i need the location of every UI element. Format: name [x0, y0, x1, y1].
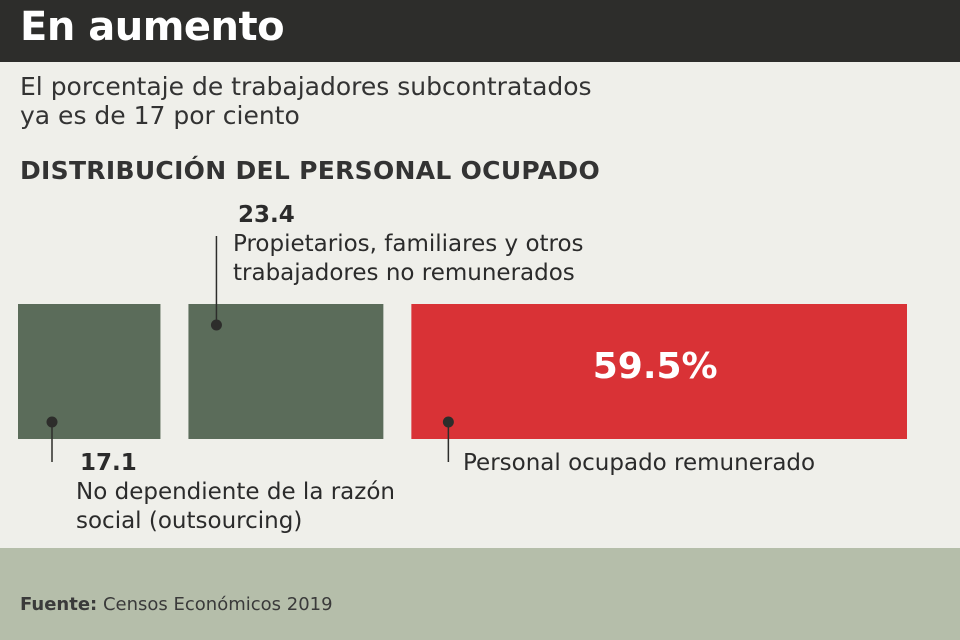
- source-note: Fuente: Censos Económicos 2019: [20, 594, 333, 615]
- bar-3: [411, 304, 907, 439]
- category-label-3-line-1: Personal ocupado remunerado: [463, 450, 815, 476]
- distribution-chart: 17.1 No dependiente de la razón social (ou…: [18, 202, 907, 534]
- category-label-2-line-2: trabajadores no remunerados: [233, 260, 575, 286]
- footer: [0, 548, 960, 640]
- leader-dot-3: [442, 416, 454, 428]
- leader-dot-2: [210, 319, 222, 331]
- value-label-2: 23.4: [238, 202, 295, 228]
- subtitle-line-1: El porcentaje de trabajadores subcontrat…: [20, 72, 592, 101]
- chart-title: En aumento: [20, 4, 285, 50]
- subtitle: El porcentaje de trabajadores subcontrat…: [20, 72, 592, 130]
- value-label-1: 17.1: [80, 450, 137, 476]
- leader-dot-1: [46, 416, 58, 428]
- subtitle-line-2: ya es de 17 por ciento: [20, 101, 300, 130]
- section-title: DISTRIBUCIÓN DEL PERSONAL OCUPADO: [20, 156, 601, 185]
- category-label-1-line-2: social (outsourcing): [76, 508, 302, 534]
- category-label-2-line-1: Propietarios, familiares y otros: [233, 231, 584, 257]
- source-label: Fuente:: [20, 594, 98, 615]
- title-banner: En aumento: [0, 0, 960, 62]
- category-label-1-line-1: No dependiente de la razón: [76, 479, 395, 505]
- source-text: Censos Económicos 2019: [102, 594, 333, 615]
- bar-1: [18, 304, 161, 439]
- value-label-3: 59.5%: [593, 346, 718, 387]
